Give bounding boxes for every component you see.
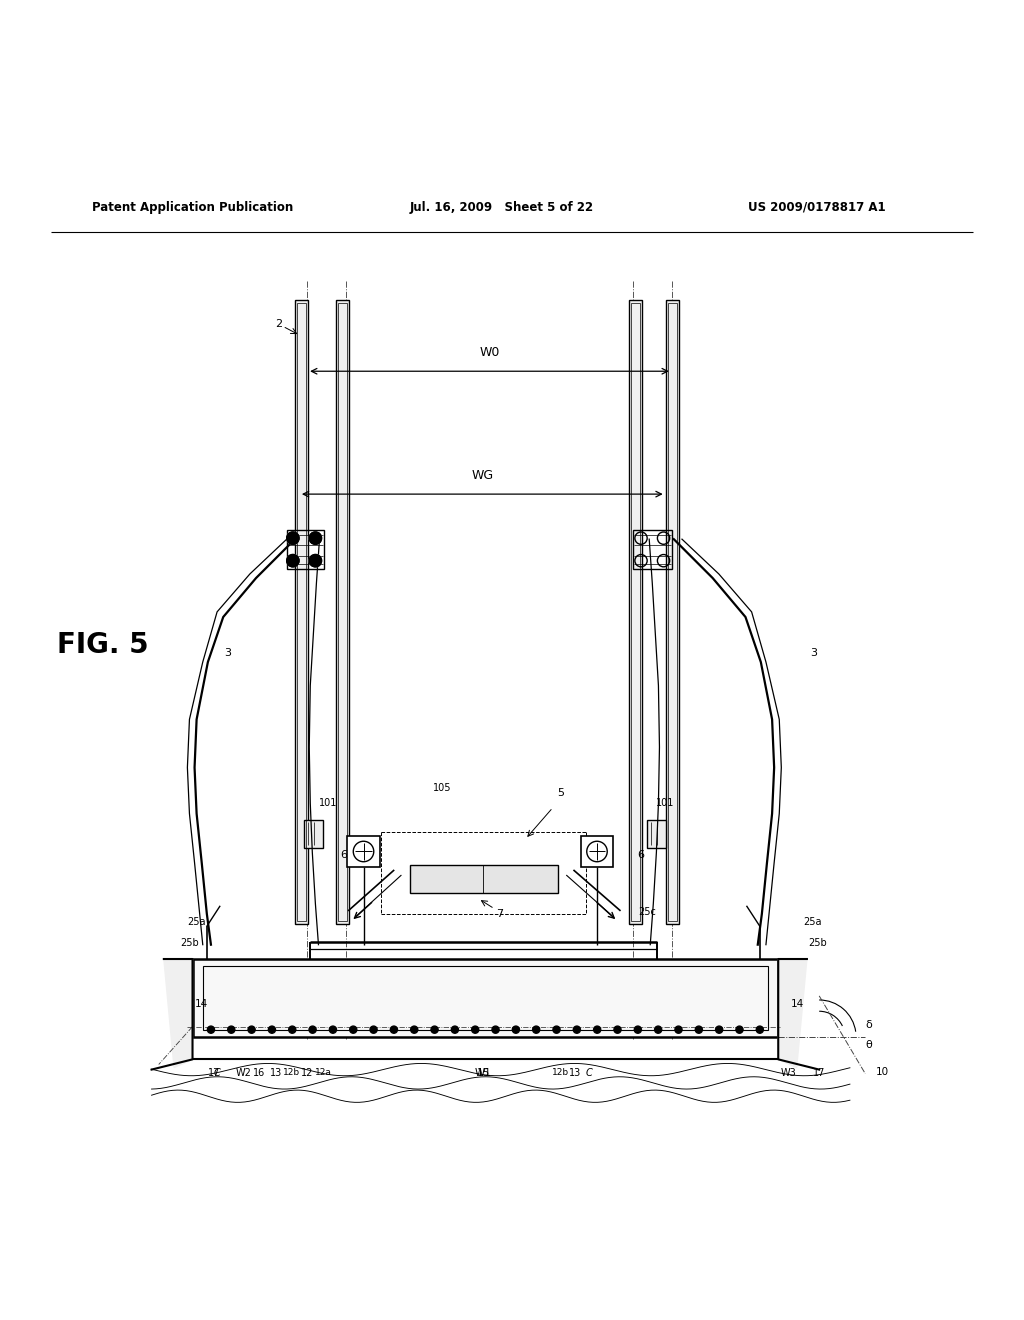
Text: 7: 7 <box>497 909 503 919</box>
Circle shape <box>390 1026 397 1034</box>
Text: W1: W1 <box>475 1068 492 1077</box>
Text: 3: 3 <box>224 648 230 657</box>
Bar <box>336 300 349 924</box>
Circle shape <box>573 1026 581 1034</box>
Bar <box>633 529 672 569</box>
Text: 105: 105 <box>433 783 452 793</box>
Text: 17: 17 <box>208 1068 220 1077</box>
Text: 12b: 12b <box>552 1068 568 1077</box>
Text: 25c: 25c <box>638 907 656 917</box>
Text: 12a: 12a <box>315 1068 332 1077</box>
Text: 101: 101 <box>318 799 337 808</box>
Text: 13: 13 <box>270 1068 283 1077</box>
Circle shape <box>268 1026 275 1034</box>
Circle shape <box>207 1026 215 1034</box>
Circle shape <box>411 1026 418 1034</box>
Text: δ: δ <box>865 1019 871 1030</box>
Text: 16: 16 <box>253 1068 265 1077</box>
Circle shape <box>287 532 299 544</box>
Text: 5: 5 <box>558 788 564 799</box>
Circle shape <box>472 1026 479 1034</box>
Bar <box>295 300 308 924</box>
Text: 3: 3 <box>811 648 817 657</box>
Text: 2: 2 <box>275 319 283 329</box>
Circle shape <box>716 1026 723 1034</box>
Text: FIG. 5: FIG. 5 <box>56 631 148 659</box>
Circle shape <box>695 1026 702 1034</box>
Bar <box>581 836 613 867</box>
Text: 10: 10 <box>877 1067 889 1077</box>
Text: 25b: 25b <box>808 937 826 948</box>
Text: Patent Application Publication: Patent Application Publication <box>92 201 294 214</box>
Circle shape <box>654 1026 662 1034</box>
Circle shape <box>349 1026 356 1034</box>
Circle shape <box>452 1026 459 1034</box>
Circle shape <box>309 554 322 566</box>
Circle shape <box>675 1026 682 1034</box>
Circle shape <box>492 1026 499 1034</box>
Circle shape <box>756 1026 763 1034</box>
Circle shape <box>227 1026 234 1034</box>
Bar <box>631 302 640 921</box>
Circle shape <box>287 554 299 566</box>
Text: 12b: 12b <box>284 1068 300 1077</box>
Circle shape <box>289 1026 296 1034</box>
Text: 15: 15 <box>477 1068 489 1077</box>
Text: C: C <box>586 1068 592 1077</box>
Bar <box>410 865 558 894</box>
Bar <box>668 302 677 921</box>
Text: 14: 14 <box>792 999 804 1008</box>
Text: W0: W0 <box>479 346 500 359</box>
Bar <box>338 302 347 921</box>
Text: Jul. 16, 2009   Sheet 5 of 22: Jul. 16, 2009 Sheet 5 of 22 <box>410 201 594 214</box>
Circle shape <box>370 1026 377 1034</box>
Text: 12: 12 <box>301 1068 313 1077</box>
Circle shape <box>309 554 322 566</box>
Bar <box>629 300 642 924</box>
Text: θ: θ <box>865 1040 871 1049</box>
Circle shape <box>431 1026 438 1034</box>
Circle shape <box>634 1026 641 1034</box>
Text: W2: W2 <box>236 1068 252 1077</box>
Bar <box>203 966 768 1030</box>
Circle shape <box>553 1026 560 1034</box>
Text: 14: 14 <box>196 999 208 1008</box>
Text: US 2009/0178817 A1: US 2009/0178817 A1 <box>748 201 885 214</box>
Bar <box>647 820 666 849</box>
Bar <box>304 820 323 849</box>
Circle shape <box>248 1026 255 1034</box>
Bar <box>193 960 778 1036</box>
Bar <box>287 529 324 569</box>
Text: 101: 101 <box>656 799 675 808</box>
Bar <box>297 302 306 921</box>
Text: 13: 13 <box>569 1068 582 1077</box>
Bar <box>347 836 380 867</box>
Polygon shape <box>778 960 807 1068</box>
Polygon shape <box>164 960 193 1068</box>
Text: C: C <box>214 1068 220 1077</box>
Bar <box>666 300 679 924</box>
Circle shape <box>309 1026 316 1034</box>
Text: 25a: 25a <box>187 917 206 927</box>
Text: 17: 17 <box>813 1068 825 1077</box>
Circle shape <box>309 532 322 544</box>
Circle shape <box>330 1026 337 1034</box>
Text: W3: W3 <box>780 1068 797 1077</box>
Circle shape <box>532 1026 540 1034</box>
Circle shape <box>614 1026 622 1034</box>
Text: 25a: 25a <box>803 917 821 927</box>
Circle shape <box>594 1026 601 1034</box>
Text: 25b: 25b <box>180 937 199 948</box>
Text: 6: 6 <box>638 850 644 859</box>
Circle shape <box>309 532 322 544</box>
Circle shape <box>287 532 299 544</box>
Circle shape <box>287 554 299 566</box>
Text: 6: 6 <box>341 850 347 859</box>
Circle shape <box>736 1026 743 1034</box>
Circle shape <box>512 1026 519 1034</box>
Text: WG: WG <box>471 469 494 482</box>
